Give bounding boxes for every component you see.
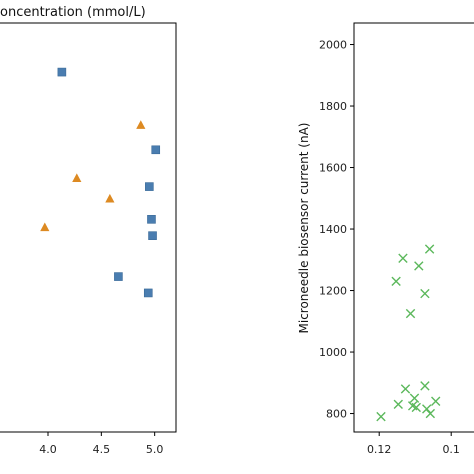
square-marker	[145, 182, 154, 191]
x-marker	[405, 308, 416, 319]
x-marker	[376, 411, 386, 422]
triangle-marker	[72, 173, 82, 183]
right-y-tick-label: 1600	[319, 162, 347, 175]
square-marker	[114, 272, 123, 281]
x-marker	[424, 244, 435, 254]
right-chart-axes-frame	[353, 22, 474, 433]
x-marker	[400, 384, 411, 394]
right-chart-panel: Microneedle biosensor current (nA) 800 10…	[297, 22, 474, 456]
left-chart-panel: oncentration (mmol/L) 4.0 4.5 5.0	[0, 5, 177, 456]
square-marker	[57, 67, 67, 77]
x-marker	[409, 393, 420, 403]
square-marker	[151, 145, 161, 155]
x-marker	[420, 288, 430, 299]
right-chart-y-ticks: 800 1000 1200 1400 1600 1800 2000	[319, 39, 354, 421]
right-y-tick-label: 800	[326, 408, 347, 421]
x-marker	[425, 408, 436, 419]
right-y-tick-label: 1200	[319, 285, 347, 298]
right-x-tick-label: 0.12	[367, 443, 392, 456]
square-marker	[143, 288, 153, 298]
square-marker	[147, 215, 156, 224]
left-chart-markers	[40, 67, 161, 298]
triangle-marker	[105, 193, 115, 203]
right-x-tick-label: 0.1	[442, 443, 460, 456]
left-chart-top-label: oncentration (mmol/L)	[0, 5, 146, 20]
left-x-tick-label: 4.5	[93, 443, 111, 456]
left-x-tick-label: 5.0	[146, 443, 164, 456]
x-marker	[393, 399, 403, 410]
square-marker	[148, 231, 157, 240]
x-marker	[420, 381, 430, 391]
x-marker	[407, 401, 418, 411]
right-chart-y-axis-label: Microneedle biosensor current (nA)	[297, 123, 311, 334]
x-marker	[398, 253, 408, 263]
right-chart-markers	[376, 244, 441, 422]
x-marker	[391, 276, 401, 287]
left-chart-axes-frame	[0, 22, 177, 433]
x-marker	[414, 261, 424, 271]
left-chart-x-ticks: 4.0 4.5 5.0	[39, 432, 163, 456]
right-chart-x-ticks: 0.12 0.1	[367, 432, 460, 456]
left-x-tick-label: 4.0	[39, 443, 57, 456]
x-marker	[431, 396, 441, 406]
triangle-marker	[136, 120, 146, 129]
x-marker	[422, 404, 432, 414]
right-y-tick-label: 1800	[319, 100, 347, 113]
right-y-tick-label: 1400	[319, 223, 347, 236]
triangle-marker	[40, 222, 50, 232]
right-y-tick-label: 1000	[319, 346, 347, 359]
right-y-tick-label: 2000	[319, 39, 347, 52]
